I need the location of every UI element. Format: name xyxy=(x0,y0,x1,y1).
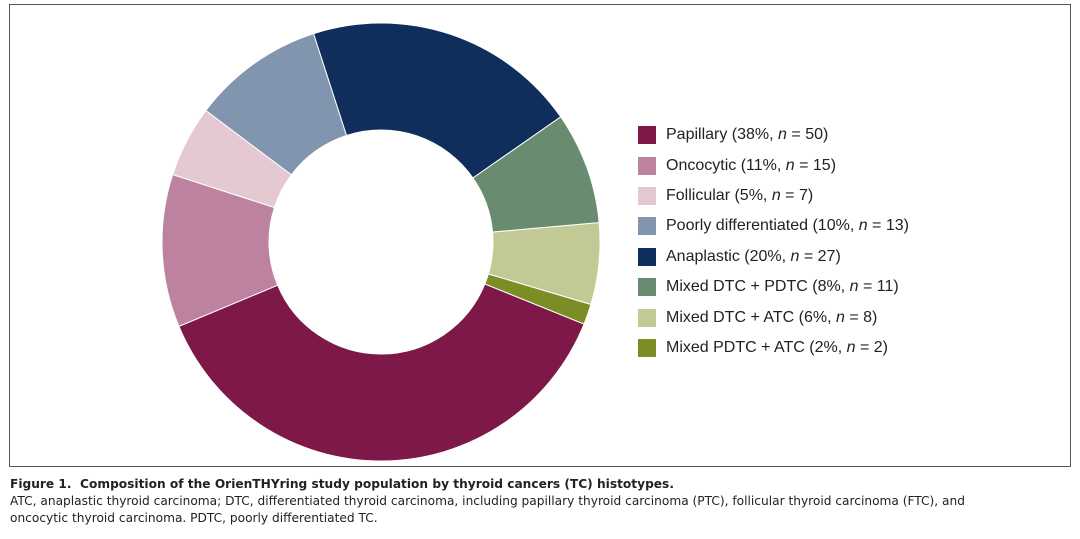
legend-item-papillary: Papillary (38%, n = 50) xyxy=(638,120,909,150)
donut-slice-anaplastic xyxy=(312,22,562,179)
caption-title: Composition of the OrienTHYring study po… xyxy=(80,477,674,491)
caption-body-line-2: oncocytic thyroid carcinoma. PDTC, poorl… xyxy=(10,511,378,525)
legend-label: Papillary (38%, n = 50) xyxy=(666,126,829,144)
caption-body-line-1: ATC, anaplastic thyroid carcinoma; DTC, … xyxy=(10,494,965,508)
legend-swatch xyxy=(638,308,656,327)
legend-item-anaplastic: Anaplastic (20%, n = 27) xyxy=(638,242,909,272)
legend-item-follicular: Follicular (5%, n = 7) xyxy=(638,181,909,211)
figure-number: Figure 1. xyxy=(10,477,72,491)
legend-swatch xyxy=(638,156,656,175)
figure-caption: Figure 1. Composition of the OrienTHYrin… xyxy=(10,476,1072,527)
caption-title-line: Figure 1. Composition of the OrienTHYrin… xyxy=(10,476,1072,493)
legend-swatch xyxy=(638,126,656,145)
legend-label: Anaplastic (20%, n = 27) xyxy=(666,247,841,265)
legend-label: Follicular (5%, n = 7) xyxy=(666,186,814,204)
donut-slice-papillary xyxy=(178,283,585,462)
legend-item-oncocytic: Oncocytic (11%, n = 15) xyxy=(638,150,909,180)
legend-item-mixed-dtc-pdtc: Mixed DTC + PDTC (8%, n = 11) xyxy=(638,272,909,302)
donut-slice-mixed-pdtc-atc xyxy=(484,273,592,325)
donut-slices xyxy=(161,22,601,462)
legend-swatch xyxy=(638,247,656,266)
donut-chart xyxy=(161,22,601,462)
chart-legend: Papillary (38%, n = 50) Oncocytic (11%, … xyxy=(638,120,909,363)
legend-item-mixed-pdtc-atc: Mixed PDTC + ATC (2%, n = 2) xyxy=(638,333,909,363)
legend-item-poorly-differentiated: Poorly differentiated (10%, n = 13) xyxy=(638,211,909,241)
legend-label: Mixed DTC + ATC (6%, n = 8) xyxy=(666,308,878,326)
legend-label: Poorly differentiated (10%, n = 13) xyxy=(666,217,909,235)
legend-label: Mixed PDTC + ATC (2%, n = 2) xyxy=(666,338,889,356)
legend-swatch xyxy=(638,278,656,297)
legend-item-mixed-dtc-atc: Mixed DTC + ATC (6%, n = 8) xyxy=(638,302,909,332)
legend-label: Oncocytic (11%, n = 15) xyxy=(666,156,837,174)
legend-swatch xyxy=(638,217,656,236)
legend-swatch xyxy=(638,186,656,205)
legend-label: Mixed DTC + PDTC (8%, n = 11) xyxy=(666,278,899,296)
legend-swatch xyxy=(638,338,656,357)
